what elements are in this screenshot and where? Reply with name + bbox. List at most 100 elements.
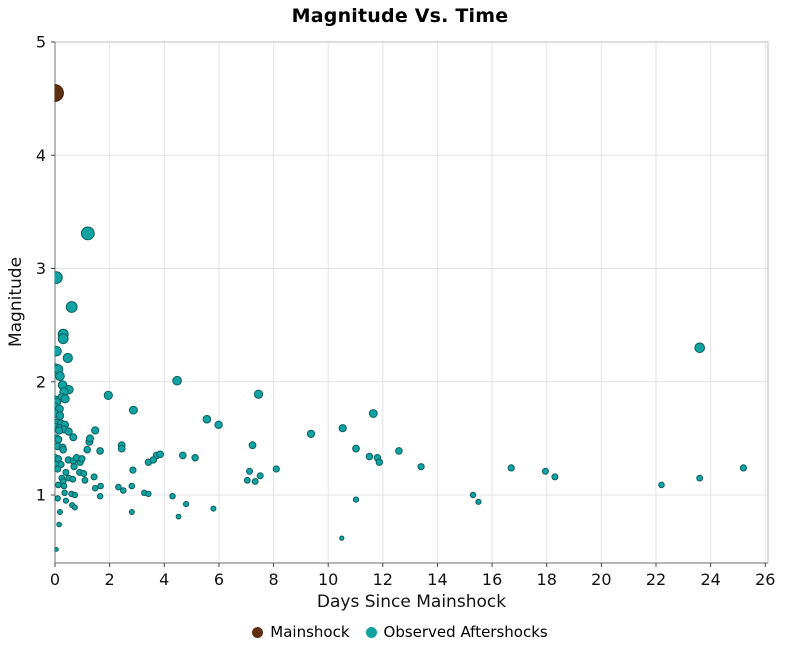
aftershock-point	[128, 509, 135, 515]
aftershock-point	[551, 473, 559, 481]
aftershock-point	[417, 463, 425, 471]
aftershock-point	[156, 450, 164, 459]
aftershock-point	[129, 466, 137, 474]
aftershock-point	[272, 465, 280, 473]
aftershock-point	[696, 474, 704, 482]
x-tick-label: 4	[159, 570, 169, 589]
aftershock-point	[55, 371, 65, 382]
aftershock-point	[395, 447, 403, 455]
aftershock-point	[80, 226, 95, 241]
aftershock-point	[172, 375, 182, 386]
aftershock-point	[365, 452, 374, 461]
aftershock-point	[169, 493, 176, 500]
aftershock-point	[60, 394, 70, 404]
aftershock-point	[129, 405, 138, 415]
aftershock-point	[86, 434, 94, 443]
x-tick-label: 8	[268, 570, 278, 589]
aftershock-point	[339, 535, 345, 541]
aftershock-point	[338, 424, 347, 433]
aftershock-point	[243, 476, 251, 484]
aftershock-point	[214, 420, 223, 429]
legend-item: Observed Aftershocks	[365, 623, 548, 641]
mainshock-point	[54, 84, 64, 102]
aftershock-point	[56, 521, 62, 528]
x-tick-label: 20	[591, 570, 611, 589]
aftershock-point	[96, 447, 104, 455]
aftershock-point	[54, 547, 59, 552]
aftershock-point	[739, 464, 748, 472]
y-tick-label: 2	[36, 372, 46, 391]
x-tick-label: 22	[646, 570, 666, 589]
legend-label: Mainshock	[270, 623, 350, 641]
aftershock-point	[179, 451, 187, 460]
aftershock-point	[60, 482, 68, 490]
x-tick-label: 0	[50, 570, 60, 589]
aftershock-point	[80, 470, 88, 477]
aftershock-point	[78, 455, 86, 463]
aftershock-point	[54, 495, 61, 502]
aftershock-point	[54, 271, 63, 284]
aftershock-point	[62, 468, 70, 476]
aftershock-point	[658, 481, 665, 489]
aftershock-point	[352, 496, 360, 503]
aftershock-point	[375, 458, 383, 466]
chart-legend: Mainshock Observed Aftershocks	[0, 623, 800, 641]
aftershock-point	[210, 505, 217, 512]
aftershock-point	[69, 433, 78, 442]
aftershock-point	[149, 456, 158, 464]
aftershock-point	[71, 491, 79, 499]
x-tick-label: 12	[373, 570, 393, 589]
aftershock-point	[251, 478, 259, 485]
scatter-points	[54, 84, 748, 552]
aftershock-point	[246, 467, 253, 475]
y-tick-label: 3	[36, 259, 46, 278]
aftershock-point	[97, 482, 104, 490]
y-tick-label: 5	[36, 33, 46, 52]
aftershock-point	[91, 484, 99, 492]
aftershock-point	[54, 346, 62, 357]
aftershock-point	[145, 490, 152, 498]
aftershock-point	[61, 489, 68, 496]
aftershock-point	[71, 504, 78, 511]
aftershock-point	[62, 497, 70, 504]
aftershock-point	[352, 444, 360, 453]
aftershock-point	[59, 445, 68, 454]
aftershock-point	[55, 426, 64, 435]
aftershock-point	[256, 472, 264, 480]
aftershock-point	[54, 435, 63, 444]
aftershock-point	[62, 352, 73, 364]
aftershock-point	[306, 429, 316, 438]
aftershock-point	[183, 501, 190, 508]
aftershock-point	[507, 464, 515, 472]
aftershock-point	[694, 342, 706, 354]
aftershock-point	[96, 493, 104, 500]
aftershock-point	[65, 301, 78, 313]
aftershock-point	[90, 473, 98, 481]
aftershock-point	[69, 475, 77, 483]
aftershock-point	[70, 463, 78, 471]
x-tick-label: 10	[318, 570, 338, 589]
aftershock-point	[128, 482, 136, 490]
x-axis-label: Days Since Mainshock	[316, 592, 507, 612]
aftershock-point	[248, 441, 257, 450]
aftershock-point	[202, 414, 212, 424]
legend-swatch-icon	[252, 626, 264, 638]
aftershock-point	[55, 481, 62, 489]
y-axis-label: Magnitude	[6, 256, 26, 348]
aftershock-point	[175, 513, 182, 520]
x-tick-label: 2	[105, 570, 115, 589]
aftershock-point	[54, 465, 62, 473]
aftershock-point	[115, 483, 122, 491]
aftershock-point	[368, 409, 378, 418]
x-tick-label: 18	[537, 570, 557, 589]
aftershock-point	[91, 426, 100, 435]
y-tick-label: 1	[36, 486, 46, 505]
aftershock-point	[475, 498, 482, 505]
aftershock-point	[253, 389, 264, 399]
aftershock-point	[103, 390, 113, 400]
aftershock-point	[64, 427, 73, 436]
aftershock-point	[469, 491, 477, 499]
x-tick-label: 24	[700, 570, 720, 589]
